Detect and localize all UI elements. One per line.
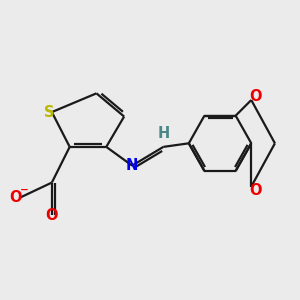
Text: N: N bbox=[126, 158, 138, 173]
Text: O: O bbox=[250, 89, 262, 104]
Text: H: H bbox=[157, 126, 170, 141]
Text: S: S bbox=[44, 105, 55, 120]
Text: O: O bbox=[46, 208, 58, 223]
Text: O: O bbox=[9, 190, 22, 205]
Text: O: O bbox=[250, 183, 262, 198]
Text: −: − bbox=[20, 185, 28, 195]
